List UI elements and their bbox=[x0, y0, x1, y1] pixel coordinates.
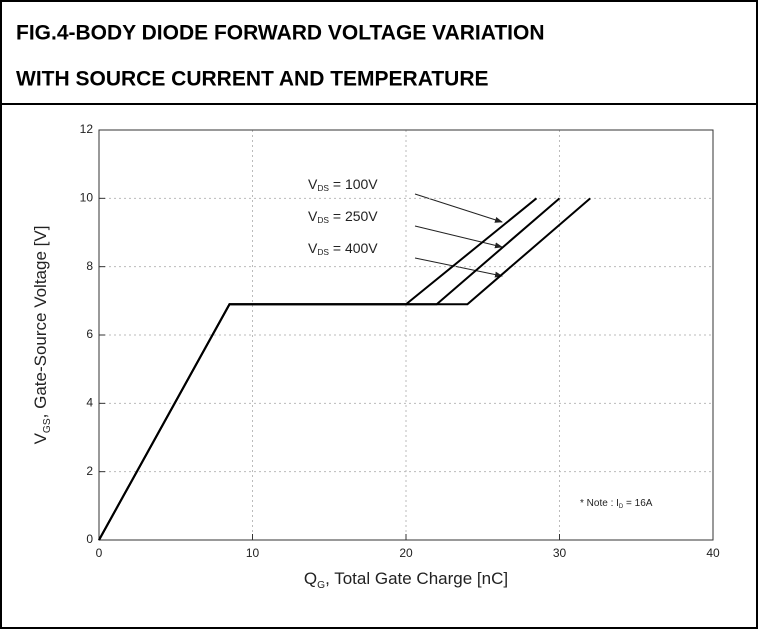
text-part: V bbox=[308, 176, 318, 192]
text-part: G bbox=[317, 580, 325, 591]
x-tick-label: 40 bbox=[706, 546, 720, 560]
text-part: V bbox=[308, 208, 318, 224]
y-tick-label: 2 bbox=[86, 464, 93, 478]
y-axis-label: VGS, Gate-Source Voltage [V] bbox=[31, 226, 52, 445]
series-line bbox=[98, 197, 591, 541]
y-tick-label: 12 bbox=[80, 122, 94, 136]
text-part: D bbox=[619, 504, 624, 510]
plot-frame bbox=[98, 129, 714, 541]
y-tick-label: 10 bbox=[80, 191, 94, 205]
text-part: Q bbox=[304, 569, 317, 588]
series-label: VDS = 400V bbox=[308, 240, 378, 258]
text-part: = 250V bbox=[329, 208, 378, 224]
title-line: FIG.4-BODY DIODE FORWARD VOLTAGE VARIATI… bbox=[16, 22, 545, 45]
x-tick-label: 0 bbox=[96, 546, 103, 560]
title-line: WITH SOURCE CURRENT AND TEMPERATURE bbox=[16, 68, 489, 91]
y-tick-label: 6 bbox=[86, 327, 93, 341]
text-part: DS bbox=[317, 247, 329, 257]
text-part: , Total Gate Charge [nC] bbox=[325, 569, 508, 588]
text-part: * Note : I bbox=[580, 498, 619, 509]
y-tick-label: 8 bbox=[86, 259, 93, 273]
x-tick-label: 10 bbox=[246, 546, 260, 560]
series-label: VDS = 100V bbox=[308, 176, 378, 194]
text-part: DS bbox=[317, 215, 329, 225]
x-axis-label: QG, Total Gate Charge [nC] bbox=[304, 569, 508, 590]
text-part: V bbox=[31, 432, 50, 444]
note: * Note : ID = 16A bbox=[580, 498, 653, 510]
annotation-arrow bbox=[414, 193, 503, 223]
text-part: = 16A bbox=[623, 498, 653, 509]
text-part: = 100V bbox=[329, 176, 378, 192]
x-tick-label: 30 bbox=[553, 546, 567, 560]
y-tick-label: 4 bbox=[86, 396, 93, 410]
x-tick-label: 20 bbox=[399, 546, 413, 560]
annotation-arrow bbox=[414, 257, 503, 278]
annotation-arrow bbox=[414, 225, 503, 249]
series-label: VDS = 250V bbox=[308, 208, 378, 226]
y-tick-label: 0 bbox=[86, 532, 93, 546]
text-part: V bbox=[308, 240, 318, 256]
text-part: , Gate-Source Voltage [V] bbox=[31, 226, 50, 419]
text-part: GS bbox=[42, 418, 53, 433]
text-part: = 400V bbox=[329, 240, 378, 256]
text-part: DS bbox=[317, 183, 329, 193]
